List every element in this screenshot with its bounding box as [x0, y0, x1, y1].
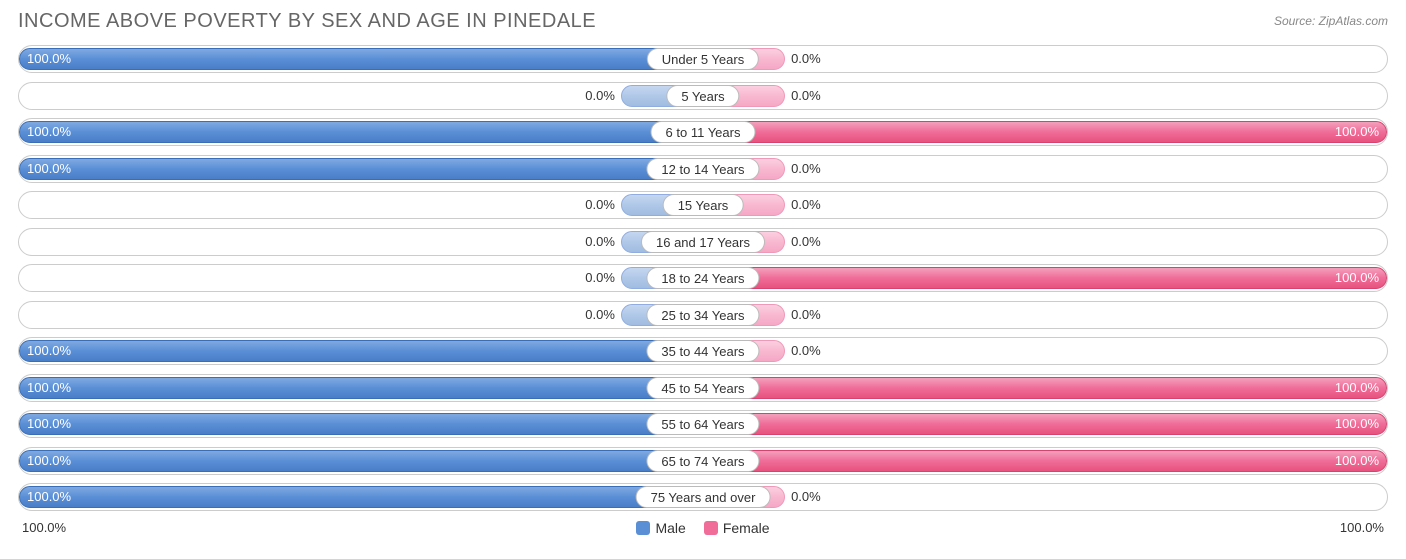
female-value-label: 0.0%: [791, 338, 821, 364]
male-value-label: 0.0%: [585, 265, 615, 291]
legend-male-label: Male: [655, 520, 685, 536]
female-value-label: 0.0%: [791, 156, 821, 182]
chart-container: INCOME ABOVE POVERTY BY SEX AND AGE IN P…: [0, 0, 1406, 559]
female-value-label: 0.0%: [791, 484, 821, 510]
male-value-label: 100.0%: [27, 156, 71, 182]
bar-row: 100.0% 100.0% 6 to 11 Years: [18, 118, 1388, 146]
category-label: 25 to 34 Years: [646, 304, 759, 326]
male-value-label: 100.0%: [27, 448, 71, 474]
chart-rows-area: 100.0% 0.0% Under 5 Years 0.0% 0.0% 5 Years 10…: [18, 45, 1388, 511]
male-bar: [19, 121, 703, 143]
bar-row: 0.0% 0.0% 15 Years: [18, 191, 1388, 219]
female-value-label: 0.0%: [791, 229, 821, 255]
male-bar: [19, 158, 703, 180]
category-label: 5 Years: [666, 85, 739, 107]
bar-row: 100.0% 0.0% 75 Years and over: [18, 483, 1388, 511]
female-bar: [703, 267, 1387, 289]
category-label: 55 to 64 Years: [646, 413, 759, 435]
male-value-label: 0.0%: [585, 192, 615, 218]
male-value-label: 0.0%: [585, 229, 615, 255]
axis-label-right: 100.0%: [1340, 520, 1384, 535]
female-bar: [703, 413, 1387, 435]
male-value-label: 100.0%: [27, 484, 71, 510]
female-value-label: 100.0%: [1335, 375, 1379, 401]
legend-item-male: Male: [636, 520, 685, 536]
male-swatch-icon: [636, 521, 650, 535]
male-value-label: 100.0%: [27, 411, 71, 437]
female-bar: [703, 121, 1387, 143]
female-swatch-icon: [704, 521, 718, 535]
category-label: 6 to 11 Years: [651, 121, 756, 143]
female-value-label: 0.0%: [791, 192, 821, 218]
female-value-label: 100.0%: [1335, 448, 1379, 474]
source-attribution: Source: ZipAtlas.com: [1274, 10, 1388, 28]
bar-row: 100.0% 0.0% 35 to 44 Years: [18, 337, 1388, 365]
category-label: 35 to 44 Years: [646, 340, 759, 362]
male-value-label: 100.0%: [27, 375, 71, 401]
male-bar: [19, 486, 703, 508]
category-label: 65 to 74 Years: [646, 450, 759, 472]
chart-title: INCOME ABOVE POVERTY BY SEX AND AGE IN P…: [18, 10, 596, 33]
category-label: 18 to 24 Years: [646, 267, 759, 289]
bar-row: 100.0% 100.0% 65 to 74 Years: [18, 447, 1388, 475]
female-value-label: 0.0%: [791, 46, 821, 72]
male-value-label: 100.0%: [27, 338, 71, 364]
female-bar: [703, 377, 1387, 399]
axis-label-left: 100.0%: [22, 520, 66, 535]
chart-footer: 100.0% Male Female 100.0%: [18, 520, 1388, 536]
male-bar: [19, 450, 703, 472]
female-value-label: 0.0%: [791, 302, 821, 328]
legend: Male Female: [636, 520, 769, 536]
bar-row: 100.0% 0.0% 12 to 14 Years: [18, 155, 1388, 183]
bar-row: 0.0% 100.0% 18 to 24 Years: [18, 264, 1388, 292]
female-value-label: 100.0%: [1335, 265, 1379, 291]
bar-row: 100.0% 0.0% Under 5 Years: [18, 45, 1388, 73]
bar-row: 0.0% 0.0% 25 to 34 Years: [18, 301, 1388, 329]
legend-item-female: Female: [704, 520, 770, 536]
bar-row: 100.0% 100.0% 55 to 64 Years: [18, 410, 1388, 438]
male-value-label: 100.0%: [27, 46, 71, 72]
category-label: Under 5 Years: [647, 48, 759, 70]
category-label: 75 Years and over: [636, 486, 771, 508]
bar-row: 0.0% 0.0% 5 Years: [18, 82, 1388, 110]
male-bar: [19, 340, 703, 362]
category-label: 16 and 17 Years: [641, 231, 765, 253]
bar-row: 100.0% 100.0% 45 to 54 Years: [18, 374, 1388, 402]
male-bar: [19, 48, 703, 70]
category-label: 15 Years: [663, 194, 744, 216]
bar-row: 0.0% 0.0% 16 and 17 Years: [18, 228, 1388, 256]
female-bar: [703, 450, 1387, 472]
category-label: 45 to 54 Years: [646, 377, 759, 399]
female-value-label: 100.0%: [1335, 119, 1379, 145]
male-value-label: 100.0%: [27, 119, 71, 145]
male-value-label: 0.0%: [585, 83, 615, 109]
legend-female-label: Female: [723, 520, 770, 536]
male-bar: [19, 377, 703, 399]
female-value-label: 0.0%: [791, 83, 821, 109]
male-value-label: 0.0%: [585, 302, 615, 328]
header: INCOME ABOVE POVERTY BY SEX AND AGE IN P…: [18, 10, 1388, 33]
male-bar: [19, 413, 703, 435]
category-label: 12 to 14 Years: [646, 158, 759, 180]
female-value-label: 100.0%: [1335, 411, 1379, 437]
